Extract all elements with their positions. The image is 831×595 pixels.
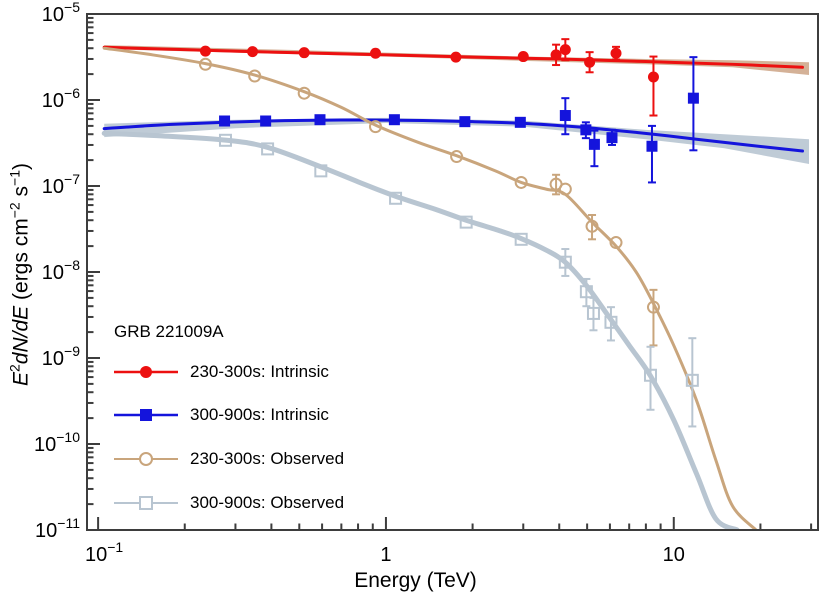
data-point-series-1 bbox=[646, 140, 658, 152]
data-point-series-2 bbox=[297, 86, 311, 100]
data-point-series-0 bbox=[370, 47, 382, 59]
legend-label: 230-300s: Intrinsic bbox=[190, 362, 329, 381]
data-point-series-3 bbox=[514, 232, 528, 246]
data-point-series-1 bbox=[260, 115, 272, 127]
x-tick-label: 10−1 bbox=[85, 539, 123, 566]
data-point-series-2 bbox=[558, 182, 572, 196]
data-point-series-3 bbox=[459, 215, 473, 229]
data-point-series-3 bbox=[685, 373, 699, 387]
data-point-series-0 bbox=[517, 51, 529, 63]
data-point-series-0 bbox=[450, 51, 462, 63]
legend-label: 300-900s: Intrinsic bbox=[190, 405, 329, 424]
data-point-series-2 bbox=[646, 300, 660, 314]
data-point-series-0 bbox=[610, 47, 622, 59]
y-axis-title: E2dN/dE (ergs cm−2 s−1) bbox=[6, 163, 33, 386]
fit-curve-series-0 bbox=[102, 45, 804, 69]
data-point-series-2 bbox=[248, 69, 262, 83]
fit-curve-series-2 bbox=[102, 46, 758, 530]
data-point-series-1 bbox=[580, 124, 592, 136]
data-point-series-0 bbox=[247, 46, 259, 58]
data-point-series-1 bbox=[514, 116, 526, 128]
data-point-series-3 bbox=[579, 285, 593, 299]
data-point-series-1 bbox=[219, 115, 231, 127]
y-tick-label: 10−9 bbox=[42, 343, 80, 370]
tan-open-circle-line-icon bbox=[114, 452, 178, 466]
data-point-series-3 bbox=[558, 255, 572, 269]
legend-entry-300-900s-intrinsic: 300-900s: Intrinsic bbox=[112, 405, 329, 425]
data-point-series-2 bbox=[369, 120, 383, 134]
data-point-series-3 bbox=[389, 191, 403, 205]
legend-label: 300-900s: Observed bbox=[190, 493, 345, 512]
fit-curve-series-1 bbox=[102, 118, 804, 153]
data-point-series-1 bbox=[388, 114, 400, 126]
data-point-series-0 bbox=[550, 49, 562, 61]
data-point-series-1 bbox=[588, 138, 600, 150]
data-point-series-2 bbox=[198, 57, 212, 71]
y-tick-label: 10−8 bbox=[42, 257, 80, 284]
blue-filled-square-line-icon bbox=[114, 409, 178, 421]
x-tick-label: 1 bbox=[380, 544, 391, 566]
data-point-series-3 bbox=[218, 133, 232, 147]
red-filled-circle-line-icon bbox=[114, 366, 178, 378]
data-point-series-3 bbox=[314, 164, 328, 178]
y-tick-label: 10−11 bbox=[35, 515, 80, 542]
data-point-series-3 bbox=[586, 306, 600, 320]
uncertainty-band-series-1 bbox=[104, 117, 810, 165]
y-tick-label: 10−7 bbox=[42, 171, 80, 198]
data-point-series-0 bbox=[647, 71, 659, 83]
y-tick-label: 10−6 bbox=[42, 85, 80, 112]
data-point-series-0 bbox=[298, 47, 310, 59]
legend-entry-230-300s-intrinsic: 230-300s: Intrinsic bbox=[112, 362, 329, 382]
data-point-series-0 bbox=[584, 56, 596, 68]
data-point-series-0 bbox=[559, 44, 571, 56]
data-point-series-3 bbox=[261, 142, 275, 156]
data-point-series-0 bbox=[199, 45, 211, 57]
fit-curve-series-3 bbox=[101, 130, 740, 530]
data-point-series-2 bbox=[450, 150, 464, 164]
data-point-series-1 bbox=[314, 114, 326, 126]
data-point-series-3 bbox=[604, 315, 618, 329]
data-point-series-2 bbox=[514, 175, 528, 189]
legend-entry-230-300s-observed: 230-300s: Observed bbox=[112, 449, 344, 469]
data-point-series-1 bbox=[687, 92, 699, 104]
data-point-series-1 bbox=[459, 116, 471, 128]
gray-open-square-line-icon bbox=[114, 496, 178, 510]
legend-label: 230-300s: Observed bbox=[190, 449, 345, 468]
legend-title: GRB 221009A bbox=[114, 322, 224, 341]
legend-entry-300-900s-observed: 300-900s: Observed bbox=[112, 493, 344, 513]
data-point-series-3 bbox=[643, 368, 657, 382]
data-point-series-1 bbox=[559, 110, 571, 122]
x-tick-label: 10 bbox=[663, 544, 685, 566]
legend: GRB 221009A 230-300s: Intrinsic 300-900s… bbox=[112, 322, 412, 512]
y-tick-label: 10−5 bbox=[42, 0, 80, 26]
data-point-series-2 bbox=[585, 219, 599, 233]
data-point-series-2 bbox=[609, 236, 623, 250]
x-axis-title: Energy (TeV) bbox=[354, 569, 477, 592]
y-tick-label: 10−10 bbox=[34, 429, 80, 456]
data-point-series-1 bbox=[606, 132, 618, 144]
